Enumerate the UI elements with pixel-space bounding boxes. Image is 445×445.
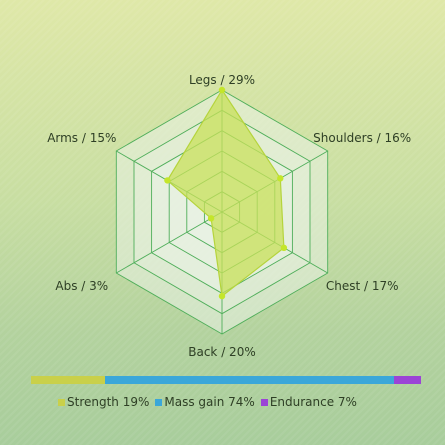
legend-item-endurance: Endurance 7% xyxy=(260,395,357,409)
legend-swatch-strength xyxy=(58,398,65,406)
composition-segment-mass-gain xyxy=(105,376,394,384)
axis-label-back: Back / 20% xyxy=(188,345,255,359)
legend-item-mass-gain: Mass gain 74% xyxy=(155,395,255,409)
radar-axis-labels: Legs / 29% Shoulders / 16% Chest / 17% B… xyxy=(47,73,411,359)
radar-point-chest xyxy=(280,244,288,251)
legend-swatch-mass-gain xyxy=(155,398,163,406)
axis-label-arms: Arms / 15% xyxy=(47,131,116,145)
radar-data-points xyxy=(164,86,288,300)
composition-bar xyxy=(31,376,421,384)
legend-label-strength: Strength 19% xyxy=(67,395,150,409)
axis-label-shoulders: Shoulders / 16% xyxy=(313,131,411,145)
legend-swatch-endurance xyxy=(260,398,268,406)
legend-item-strength: Strength 19% xyxy=(58,395,149,409)
legend: Strength 19% Mass gain 74% Endurance 7% xyxy=(58,395,438,409)
radar-point-abs xyxy=(207,215,215,222)
radar-point-back xyxy=(218,292,226,300)
composition-segment-strength xyxy=(31,376,106,384)
radar-point-shoulders xyxy=(277,175,284,182)
legend-label-endurance: Endurance 7% xyxy=(269,395,357,409)
radar-point-arms xyxy=(164,177,171,184)
axis-label-chest: Chest / 17% xyxy=(326,279,399,293)
radar-spoke-abs xyxy=(116,211,223,274)
axis-label-abs: Abs / 3% xyxy=(55,279,108,293)
legend-label-mass-gain: Mass gain 74% xyxy=(164,395,255,409)
radar-point-legs xyxy=(218,86,226,94)
composition-segment-endurance xyxy=(393,376,421,384)
axis-label-legs: Legs / 29% xyxy=(189,73,255,87)
